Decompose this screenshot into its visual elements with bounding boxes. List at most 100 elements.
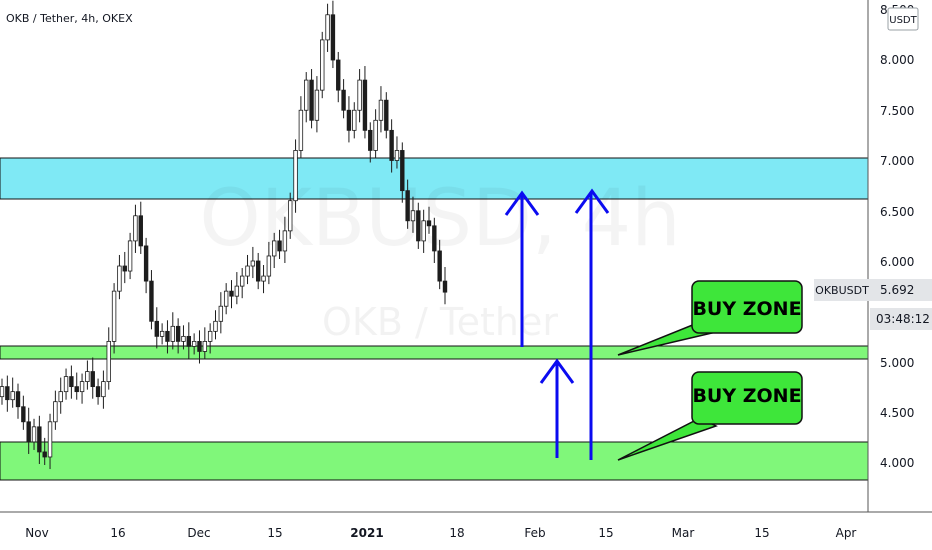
time-label-15b: 15 <box>598 526 613 540</box>
up-arrow-2 <box>539 358 575 458</box>
candle <box>341 79 346 119</box>
candle-body <box>389 129 394 161</box>
candle-body <box>282 230 288 252</box>
candle <box>53 390 58 430</box>
candle-body <box>410 210 416 222</box>
candle <box>213 310 218 340</box>
candle <box>389 119 394 173</box>
candle <box>0 378 5 405</box>
candle-body <box>186 335 192 347</box>
candle <box>437 239 442 290</box>
candle-body <box>405 190 410 222</box>
candle <box>63 368 69 400</box>
buy-zone-callout-2: BUY ZONE <box>617 371 803 461</box>
candle <box>330 0 336 69</box>
candle-body <box>272 240 277 257</box>
candle-body <box>143 245 149 282</box>
candle-body <box>330 14 336 61</box>
candle-body <box>432 225 437 252</box>
candle <box>272 232 277 269</box>
candle-body <box>202 340 208 352</box>
candle <box>138 201 143 254</box>
time-label-feb: Feb <box>524 526 545 540</box>
price-tick-4500: 4.500 <box>880 406 914 420</box>
time-label-18: 18 <box>449 526 464 540</box>
candle-body <box>368 129 373 151</box>
candle-body <box>362 79 368 131</box>
candle <box>37 415 42 465</box>
candle <box>26 407 31 454</box>
candle <box>31 418 37 450</box>
candle-body <box>74 386 79 393</box>
candle-body <box>266 255 272 277</box>
candle <box>111 283 117 354</box>
candle-body <box>31 426 37 443</box>
candle <box>378 86 384 133</box>
candle <box>170 312 175 350</box>
candle <box>239 268 245 299</box>
candle <box>320 31 325 99</box>
candle-body <box>10 391 15 401</box>
candle <box>442 267 448 305</box>
candle-body <box>373 119 378 151</box>
price-tag-value: 5.692 <box>880 283 914 297</box>
candle-body <box>416 210 421 242</box>
candle <box>373 109 378 159</box>
price-axis[interactable]: 8.500 USDT 8.000 7.500 7.000 6.500 6.000… <box>867 0 932 512</box>
price-tag-countdown: 03:48:12 <box>876 312 930 326</box>
candle <box>42 437 47 466</box>
candle-body <box>218 305 224 322</box>
candle <box>21 395 26 430</box>
candle <box>410 196 416 233</box>
price-tag-symbol: OKBUSDT <box>815 284 869 297</box>
time-label-15a: 15 <box>267 526 282 540</box>
candle <box>384 92 389 139</box>
candle-body <box>106 340 111 382</box>
candle-body <box>69 376 74 388</box>
candle-body <box>181 335 186 342</box>
candle-body <box>133 215 138 242</box>
candle-body <box>245 265 250 277</box>
candle <box>95 378 101 405</box>
candle-body <box>378 99 384 121</box>
candle-body <box>277 240 282 252</box>
candle <box>298 96 304 159</box>
candle-body <box>58 391 63 403</box>
candle <box>159 323 165 345</box>
up-arrow-3 <box>574 188 610 460</box>
candle-body <box>309 79 314 121</box>
candle-body <box>421 220 426 242</box>
buy-zone-callout-1: BUY ZONE <box>617 280 803 356</box>
candle-body <box>442 280 448 293</box>
price-tick-5000: 5.000 <box>880 356 914 370</box>
candle-body <box>437 250 442 282</box>
candle <box>101 370 106 409</box>
candle <box>85 360 90 390</box>
candle-body <box>394 150 400 161</box>
candle-body <box>117 265 122 292</box>
candle-body <box>154 320 159 337</box>
candle-body <box>314 89 320 121</box>
buy-zone-label-2: BUY ZONE <box>692 385 801 407</box>
candle-body <box>250 260 256 267</box>
candle-body <box>85 371 90 382</box>
candle <box>143 237 149 294</box>
price-tick-6000: 6.000 <box>880 255 914 269</box>
candle <box>277 229 282 259</box>
time-label-15c: 15 <box>754 526 769 540</box>
candle-body <box>384 99 389 131</box>
candle <box>394 136 400 169</box>
candle-body <box>53 401 58 423</box>
currency-button[interactable] <box>887 7 919 31</box>
candle <box>207 323 213 354</box>
watermark-pair: OKB / Tether <box>322 300 558 344</box>
resistance-zone <box>0 157 869 200</box>
candle <box>245 254 250 285</box>
candle <box>122 251 127 284</box>
candle <box>15 383 21 419</box>
time-axis[interactable]: Nov 16 Dec 15 2021 18 Feb 15 Mar 15 Apr <box>0 511 932 550</box>
candle-body <box>207 330 213 342</box>
candle <box>261 265 266 294</box>
candle-body <box>325 14 330 41</box>
